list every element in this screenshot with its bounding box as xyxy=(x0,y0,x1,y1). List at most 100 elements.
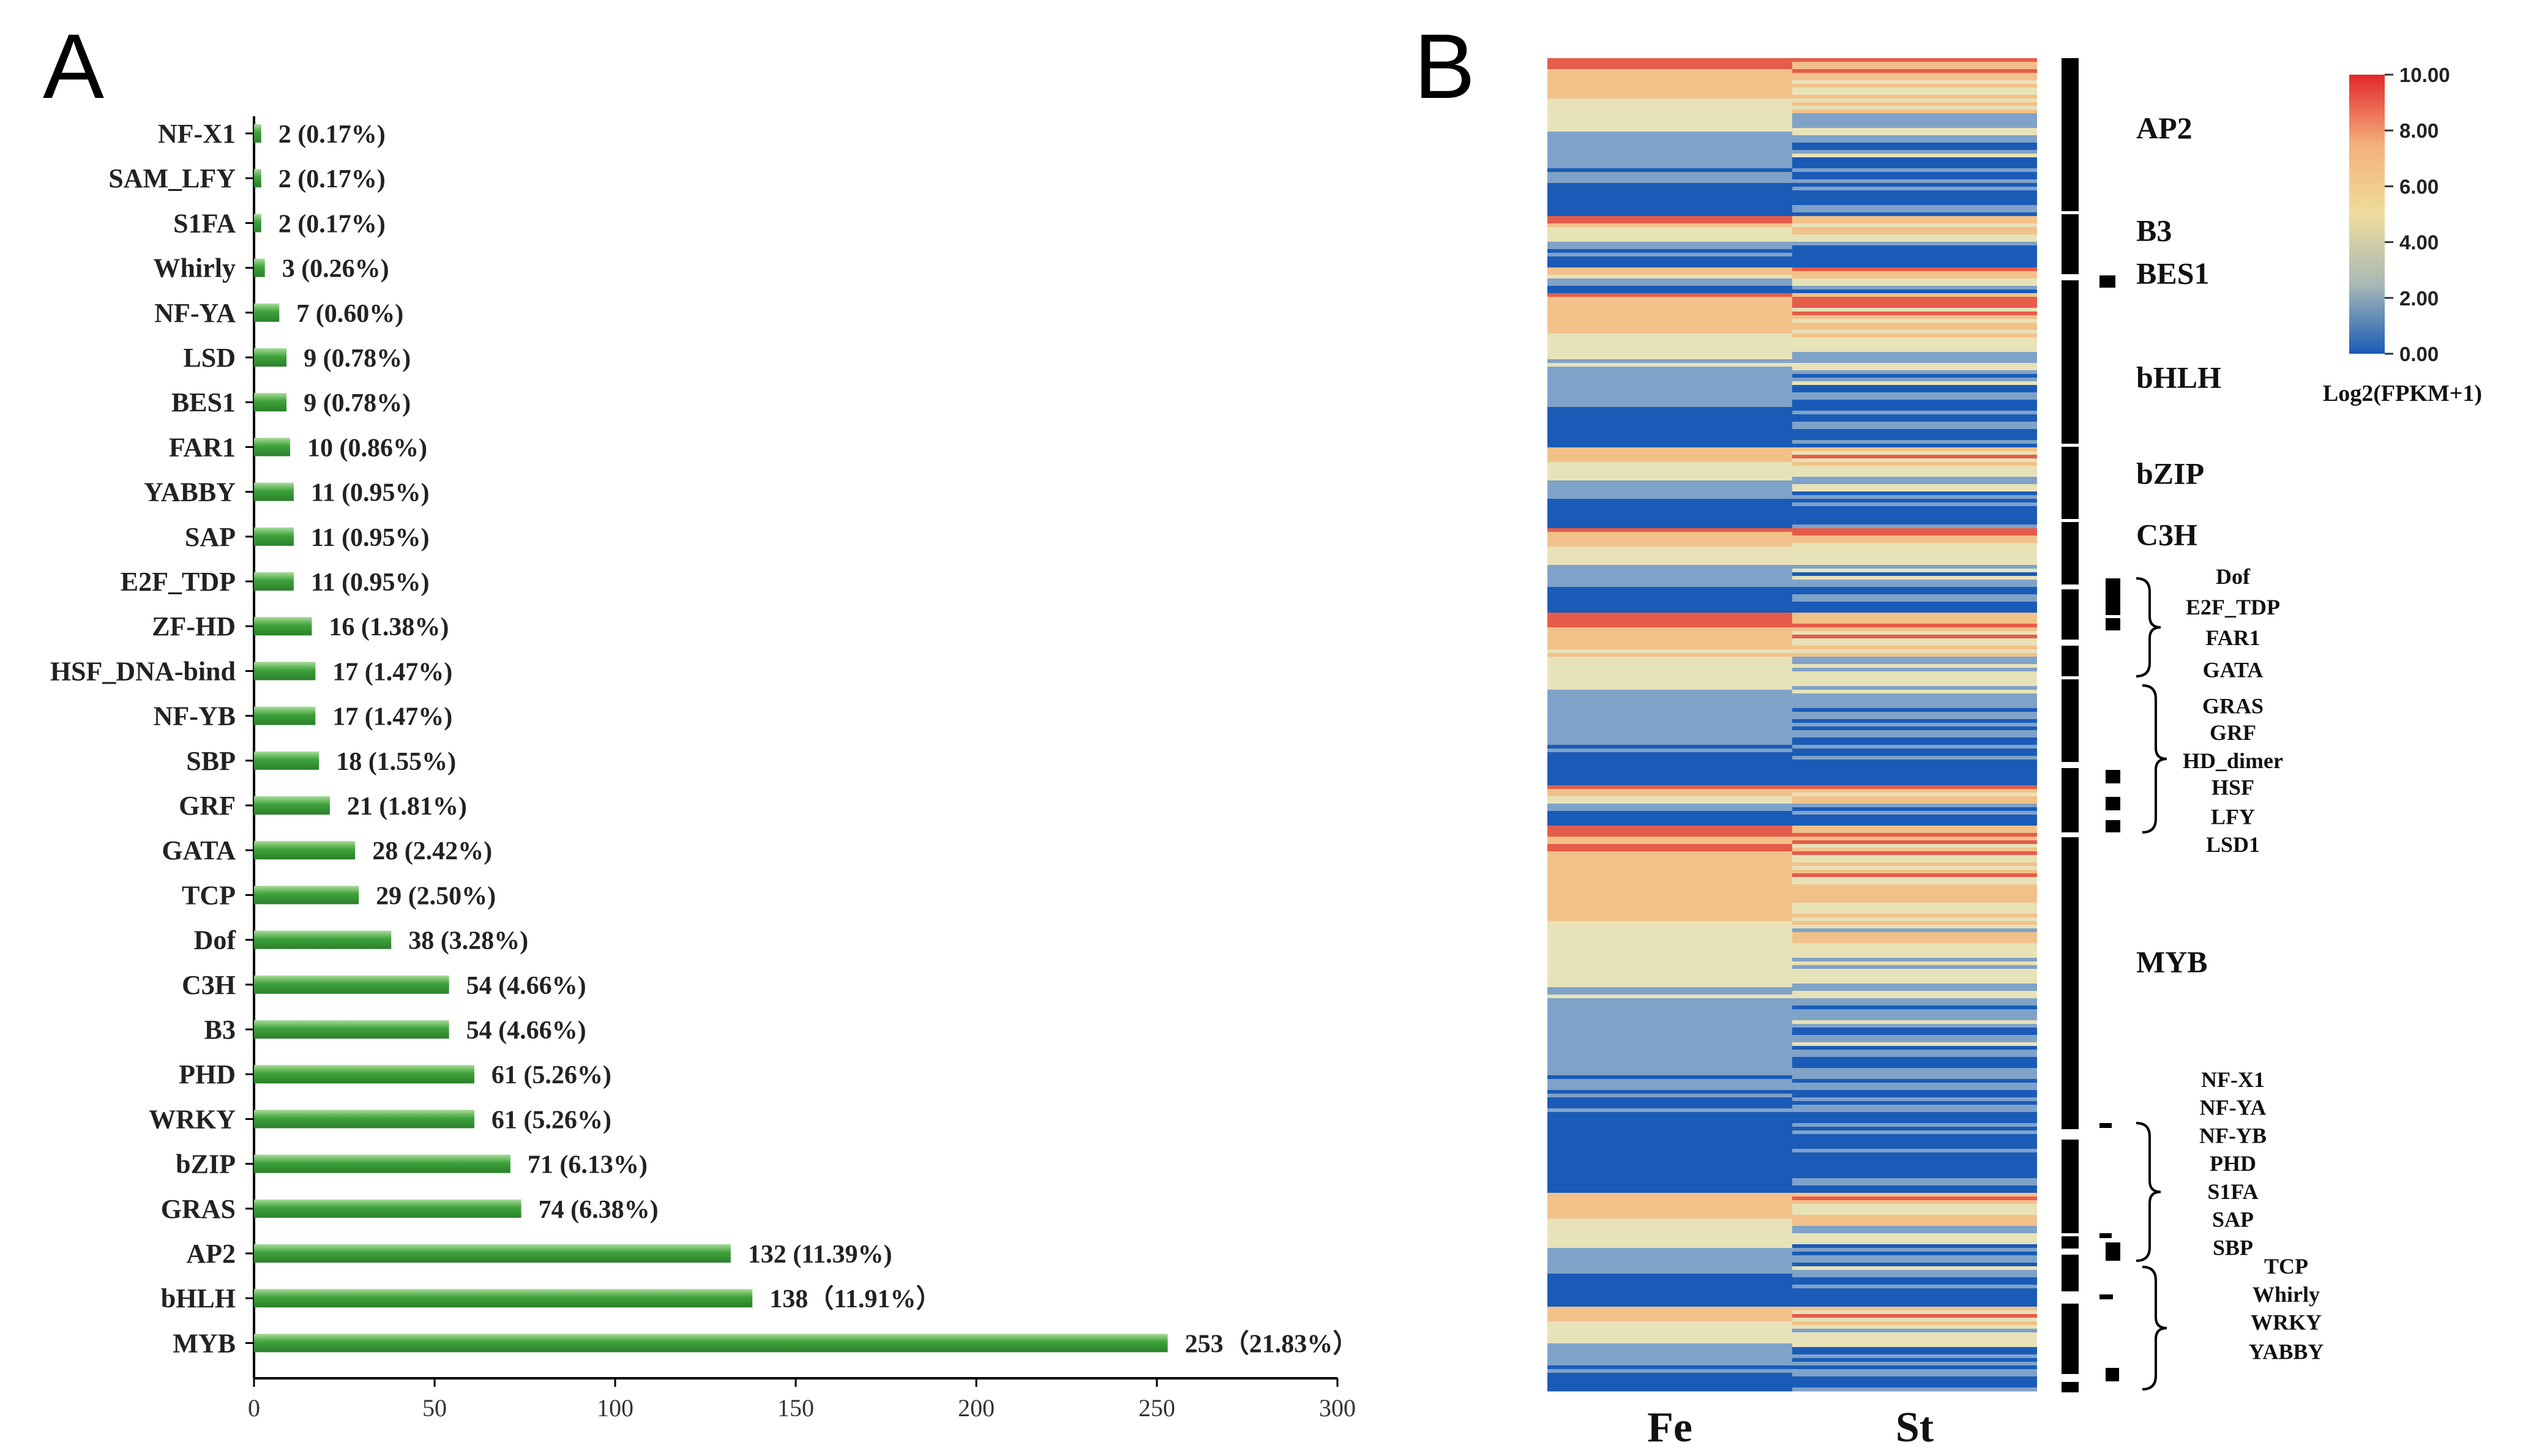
bar xyxy=(254,1020,449,1039)
heatmap-cell xyxy=(1547,598,1792,602)
heatmap-cell xyxy=(1792,995,2037,999)
heatmap-cell xyxy=(1792,1160,2037,1164)
heatmap-cell xyxy=(1792,631,2037,635)
heatmap-cell xyxy=(1792,190,2037,195)
heatmap-cell xyxy=(1547,616,1792,621)
heatmap-cell xyxy=(1547,1318,1792,1322)
heatmap-cell xyxy=(1547,1241,1792,1245)
heatmap-cell xyxy=(1792,888,2037,892)
heatmap-cell xyxy=(1547,631,1792,635)
heatmap-cell xyxy=(1547,785,1792,790)
heatmap-cell xyxy=(1792,936,2037,940)
heatmap-cell xyxy=(1547,818,1792,823)
category-label: Whirly xyxy=(154,253,236,283)
heatmap-cell xyxy=(1792,260,2037,264)
heatmap-cell xyxy=(1792,1314,2037,1318)
heatmap-cell xyxy=(1547,752,1792,756)
heatmap-cell xyxy=(1792,422,2037,426)
heatmap-cell xyxy=(1792,1303,2037,1307)
heatmap-cell xyxy=(1792,726,2037,731)
heatmap-cell xyxy=(1792,991,2037,995)
heatmap-cell xyxy=(1547,660,1792,665)
heatmap-cell xyxy=(1792,715,2037,720)
heatmap-cell xyxy=(1547,447,1792,452)
heatmap-cell xyxy=(1792,194,2037,198)
heatmap-cell xyxy=(1547,965,1792,969)
heatmap-cell xyxy=(1547,374,1792,378)
heatmap-cell xyxy=(1792,1351,2037,1355)
heatmap-cell xyxy=(1547,840,1792,845)
group-bar-segment xyxy=(2062,214,2079,274)
heatmap-cell xyxy=(1792,1263,2037,1267)
heatmap-cell xyxy=(1792,811,2037,815)
heatmap-cell xyxy=(1547,1006,1792,1010)
heatmap-cell xyxy=(1547,124,1792,129)
heatmap-cell xyxy=(1792,334,2037,338)
heatmap-cell xyxy=(1792,297,2037,301)
heatmap-cell xyxy=(1792,664,2037,668)
heatmap-cell xyxy=(1547,1296,1792,1300)
heatmap-cell xyxy=(1547,1351,1792,1355)
group-label: bZIP xyxy=(2136,456,2204,490)
heatmap-cell xyxy=(1547,1039,1792,1043)
heatmap-cell xyxy=(1547,679,1792,683)
heatmap-cell xyxy=(1547,1255,1792,1260)
group-bar-segment xyxy=(2062,1140,2079,1233)
heatmap-cell xyxy=(1547,1343,1792,1348)
heatmap-cell xyxy=(1792,1310,2037,1315)
heatmap-cell xyxy=(1792,1200,2037,1204)
x-tick-label: 0 xyxy=(248,1394,260,1422)
heatmap-cell xyxy=(1547,69,1792,73)
category-label: HSF_DNA-bind xyxy=(50,656,236,686)
heatmap-cell xyxy=(1547,1259,1792,1263)
heatmap-cell xyxy=(1547,719,1792,723)
group-label: HD_dimer xyxy=(2183,749,2283,773)
heatmap-cell xyxy=(1547,668,1792,672)
heatmap-cell xyxy=(1547,458,1792,463)
heatmap-cell xyxy=(1792,99,2037,103)
group-bar-segment xyxy=(2062,1304,2079,1374)
heatmap-cell xyxy=(1792,826,2037,830)
data-label: 138（11.91%） xyxy=(769,1285,941,1313)
heatmap-cell xyxy=(1792,1266,2037,1271)
heatmap-cell xyxy=(1547,1185,1792,1190)
heatmap-cell xyxy=(1792,91,2037,95)
heatmap-cell xyxy=(1792,917,2037,922)
heatmap-cell xyxy=(1547,954,1792,958)
heatmap-cell xyxy=(1547,1127,1792,1131)
heatmap-cell xyxy=(1792,782,2037,786)
group-bar-segment xyxy=(2062,589,2079,640)
heatmap-cell xyxy=(1547,212,1792,217)
heatmap-cell xyxy=(1547,117,1792,121)
group-label: TCP xyxy=(2264,1254,2308,1279)
group-label: LSD1 xyxy=(2206,832,2260,857)
heatmap-cell xyxy=(1792,851,2037,856)
heatmap-cell xyxy=(1547,550,1792,554)
heatmap-cell xyxy=(1792,697,2037,701)
heatmap-cell xyxy=(1792,1244,2037,1249)
heatmap-cell xyxy=(1792,1241,2037,1245)
heatmap-cell xyxy=(1792,1079,2037,1083)
panel-a-label: A xyxy=(43,15,104,118)
heatmap-cell xyxy=(1547,980,1792,984)
heatmap-cell xyxy=(1792,525,2037,529)
heatmap-cell xyxy=(1792,932,2037,936)
group-label: E2F_TDP xyxy=(2186,595,2280,619)
heatmap-cell xyxy=(1547,984,1792,988)
group-bar-segment xyxy=(2062,679,2079,762)
colorbar-tick-label: 6.00 xyxy=(2399,175,2439,198)
data-label: 132 (11.39%) xyxy=(748,1241,892,1269)
heatmap-cell xyxy=(1792,1387,2037,1392)
heatmap-cell xyxy=(1792,745,2037,749)
heatmap-cell xyxy=(1792,88,2037,92)
heatmap-cell xyxy=(1792,352,2037,356)
heatmap-cell xyxy=(1792,1006,2037,1010)
heatmap-cell xyxy=(1792,1373,2037,1377)
heatmap-cell xyxy=(1547,179,1792,184)
heatmap-cell xyxy=(1547,356,1792,360)
heatmap-cell xyxy=(1547,1384,1792,1388)
bar xyxy=(254,438,290,457)
data-label: 54 (4.66%) xyxy=(466,1017,586,1045)
heatmap-cell xyxy=(1792,785,2037,790)
heatmap-cell xyxy=(1547,249,1792,253)
